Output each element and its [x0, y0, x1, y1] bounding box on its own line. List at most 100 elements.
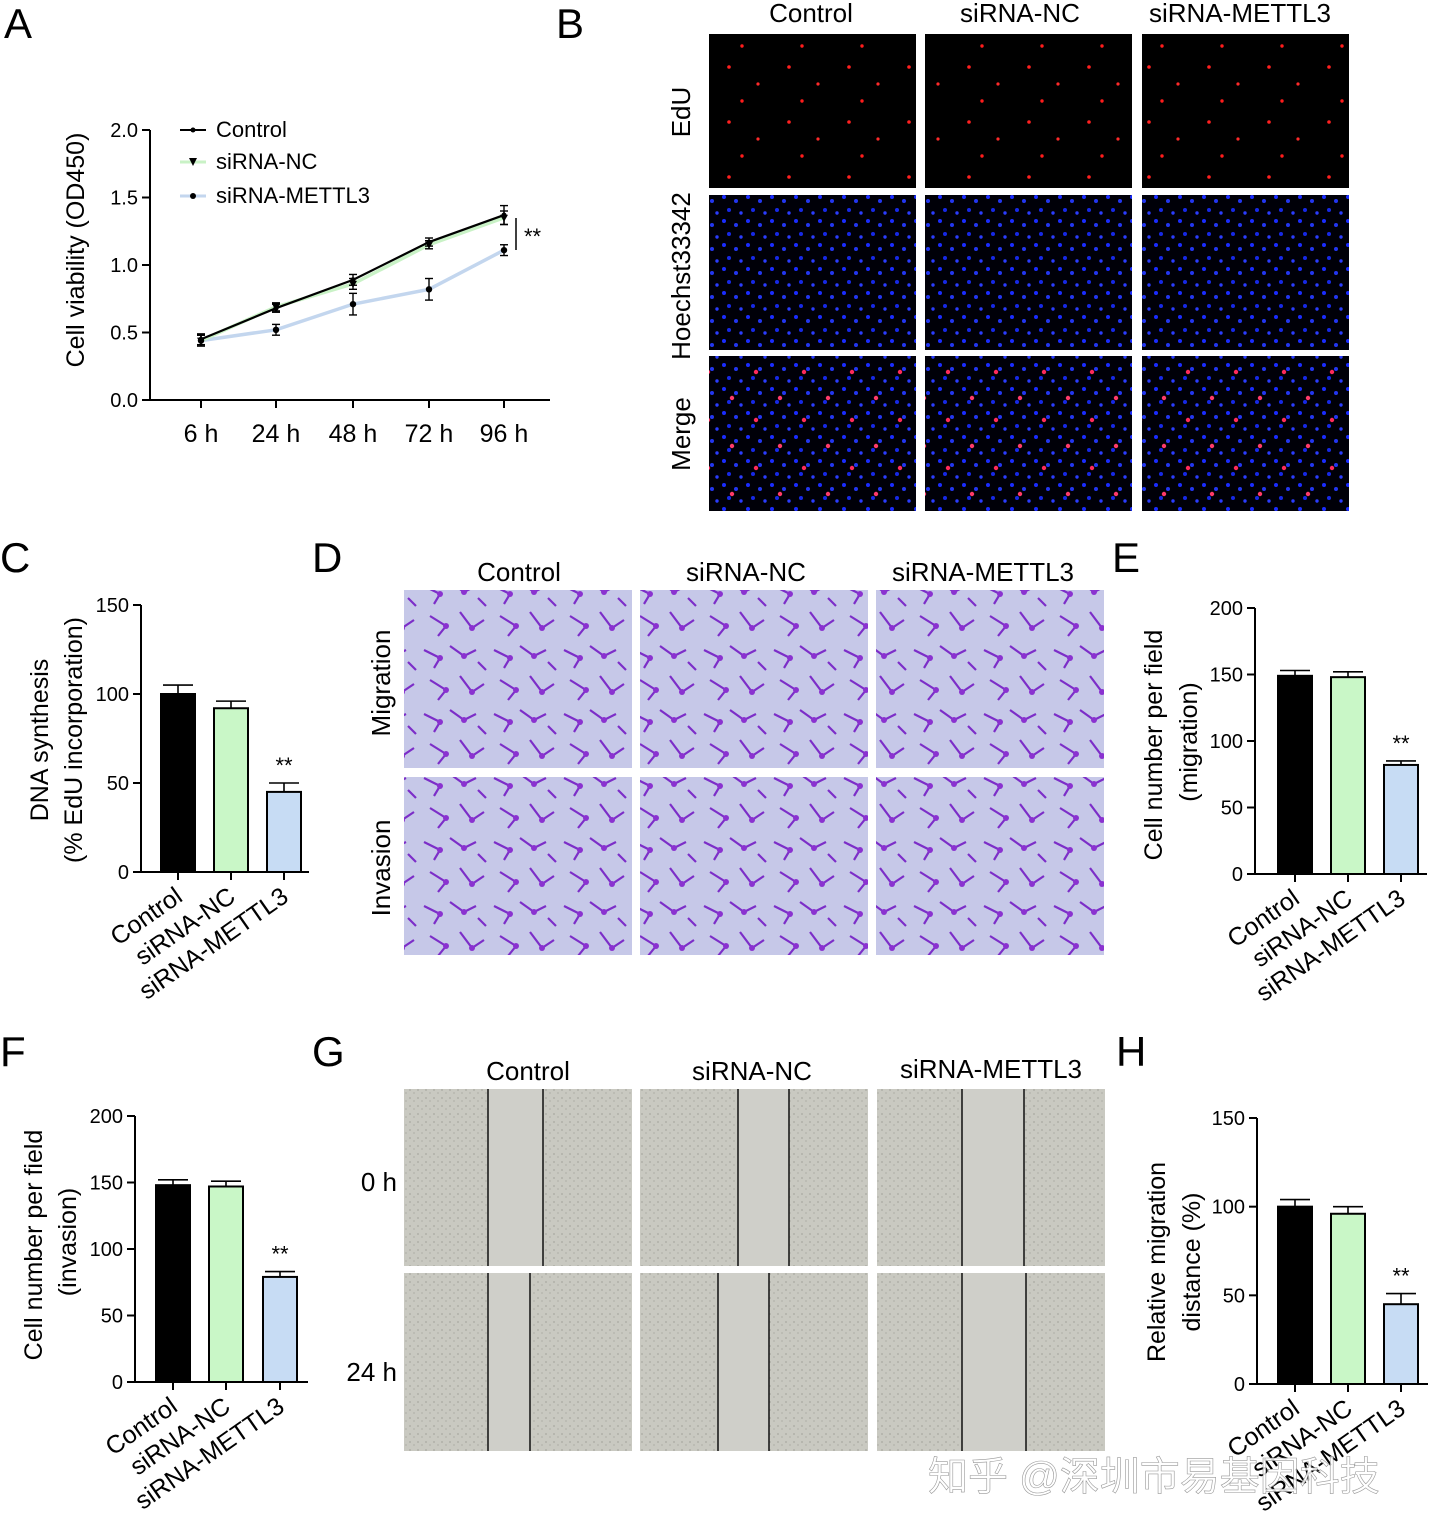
data-point [349, 300, 357, 308]
image-migration-control [404, 590, 632, 768]
y-tick-label: 0.0 [110, 390, 138, 412]
y-axis-label-line2: (migration) [1175, 682, 1203, 801]
image-invasion-control [404, 777, 632, 955]
significance-marker: ** [271, 1242, 289, 1267]
data-point [197, 337, 205, 344]
image-edu-sirna-mettl3 [1142, 34, 1349, 188]
bar-chart-invasion: Cell number per field (invasion) 0 50 100 1… [20, 1106, 308, 1515]
y-tick-label: 1.0 [110, 255, 138, 277]
y-tick-label: 100 [1212, 1197, 1245, 1219]
y-axis-label-line1: Relative migration [1143, 1162, 1171, 1362]
row-label-24h: 24 h [346, 1357, 397, 1387]
data-point [272, 326, 280, 333]
image-merge-control [709, 356, 916, 511]
y-tick-label: 150 [96, 595, 129, 617]
bar-sirna-nc [208, 1185, 244, 1383]
transwell-image-grid: Control siRNA-NC siRNA-METTL3 Migration … [366, 557, 1104, 955]
y-tick-label: 100 [96, 684, 129, 706]
y-tick-label: 150 [1210, 665, 1243, 687]
data-point [500, 214, 508, 222]
image-merge-sirna-nc [925, 356, 1132, 511]
bar-control [1277, 674, 1313, 876]
x-tick-label: 6 h [184, 420, 219, 448]
panel-letter-e: E [1112, 534, 1140, 581]
panel-letter-f: F [0, 1028, 26, 1075]
legend: Control siRNA-NC siRNA-METTL3 [180, 117, 370, 208]
image-hoechst-sirna-mettl3 [1142, 195, 1349, 350]
bar-sirna-mettl3 [266, 790, 302, 874]
bar-sirna-mettl3 [262, 1275, 298, 1384]
significance-marker: ** [1392, 731, 1410, 756]
row-label-edu: EdU [666, 87, 696, 138]
y-tick-label: 150 [1212, 1108, 1245, 1130]
line-chart-cell-viability: Cell viability (OD450) 0.0 0.5 1.0 1.5 2.0 6… [62, 117, 550, 448]
y-tick-label: 50 [1223, 1285, 1245, 1307]
y-tick-label: 1.5 [110, 188, 138, 210]
image-migration-sirna-mettl3 [876, 590, 1104, 768]
image-invasion-sirna-nc [640, 777, 868, 955]
image-hoechst-sirna-nc [925, 195, 1132, 350]
bar-sirna-mettl3 [1383, 763, 1419, 875]
significance-marker: ** [275, 753, 293, 778]
y-axis-label-line2: (% EdU incorporation) [60, 617, 88, 863]
x-tick-label: 72 h [405, 420, 454, 448]
panel-letter-d: D [312, 534, 342, 581]
y-tick-label: 100 [90, 1239, 123, 1261]
x-tick-label: 48 h [329, 420, 378, 448]
y-tick-label: 100 [1210, 731, 1243, 753]
y-axis-label-line1: Cell number per field [20, 1130, 48, 1361]
image-edu-sirna-nc [925, 34, 1132, 188]
bar-chart-dna-synthesis: DNA synthesis (% EdU incorporation) 0 50 1… [26, 595, 309, 1005]
y-axis-label-line1: Cell number per field [1140, 630, 1168, 861]
y-tick-label: 50 [101, 1306, 123, 1328]
bar-control [160, 693, 196, 873]
y-tick-label: 50 [1221, 798, 1243, 820]
bar-control [1277, 1205, 1313, 1385]
watermark: 知乎 @深圳市易基因科技 [928, 1455, 1380, 1499]
row-label-0h: 0 h [361, 1167, 397, 1197]
column-label-sirna-nc: siRNA-NC [692, 1056, 812, 1086]
legend-entry-control: Control [216, 117, 287, 142]
edu-image-grid: Control siRNA-NC siRNA-METTL3 EdU Hoechs… [666, 0, 1349, 511]
y-tick-label: 0.5 [110, 323, 138, 345]
panel-letter-g: G [312, 1028, 345, 1075]
significance-marker: ** [1392, 1264, 1410, 1289]
image-invasion-sirna-mettl3 [876, 777, 1104, 955]
image-edu-control [709, 34, 916, 188]
data-point [349, 280, 357, 288]
column-label-sirna-nc: siRNA-NC [960, 0, 1080, 28]
bar-sirna-nc [1330, 676, 1366, 875]
panel-letter-c: C [0, 534, 30, 581]
bar-sirna-mettl3 [1383, 1303, 1419, 1385]
y-tick-label: 150 [90, 1173, 123, 1195]
y-axis-label-line2: distance (%) [1178, 1193, 1206, 1332]
y-tick-label: 0 [1234, 1374, 1245, 1396]
legend-entry-sirna-nc: siRNA-NC [216, 149, 318, 174]
bar-control [155, 1184, 191, 1384]
y-tick-label: 50 [107, 773, 129, 795]
x-tick-label: 24 h [252, 420, 301, 448]
row-label-merge: Merge [666, 397, 696, 471]
y-tick-label: 200 [1210, 598, 1243, 620]
bar-sirna-nc [1330, 1212, 1366, 1386]
legend-entry-sirna-mettl3: siRNA-METTL3 [216, 183, 370, 208]
significance-marker: ** [524, 224, 542, 249]
y-tick-label: 0 [112, 1372, 123, 1394]
bar-chart-migration: Cell number per field (migration) 0 50 100… [1140, 598, 1427, 1007]
column-label-sirna-mettl3: siRNA-METTL3 [892, 557, 1074, 587]
y-tick-label: 2.0 [110, 120, 138, 142]
column-label-control: Control [486, 1056, 570, 1086]
data-point [425, 286, 433, 293]
y-tick-label: 200 [90, 1106, 123, 1128]
panel-letter-a: A [4, 0, 32, 47]
image-merge-sirna-mettl3 [1142, 356, 1349, 511]
row-label-hoechst: Hoechst33342 [666, 192, 696, 360]
row-label-invasion: Invasion [366, 820, 396, 917]
bar-sirna-nc [213, 707, 249, 873]
y-tick-label: 0 [118, 862, 129, 884]
column-label-control: Control [769, 0, 853, 28]
y-tick-label: 0 [1232, 864, 1243, 886]
image-migration-sirna-nc [640, 590, 868, 768]
column-label-sirna-mettl3: siRNA-METTL3 [1149, 0, 1331, 28]
